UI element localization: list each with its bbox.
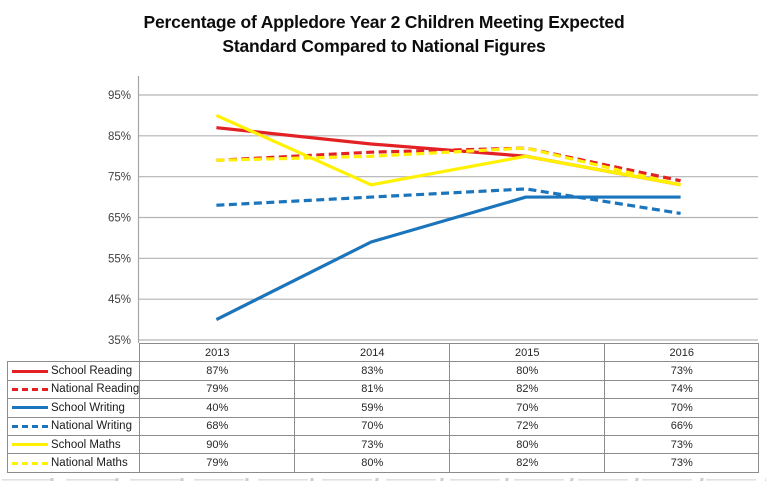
table-body: School Reading 87% 83% 80% 73% National Readi…: [6, 361, 760, 473]
table-header-row: 2013 2014 2015 2016: [8, 342, 760, 363]
legend-cell-national-writing: National Writing: [6, 416, 141, 436]
table-row: National Maths 79% 80% 82% 73%: [6, 453, 760, 473]
value-cell: 81%: [294, 379, 451, 400]
value-cell: 82%: [449, 379, 606, 400]
value-cell: 79%: [139, 453, 296, 473]
year-header-2013: 2013: [139, 342, 296, 363]
legend-line-swatch: [12, 369, 48, 373]
year-header-2015: 2015: [449, 342, 606, 363]
series-line-school-maths: [215, 113, 681, 187]
value-cell: 90%: [139, 434, 296, 455]
legend-cell-school-reading: School Reading: [6, 361, 141, 381]
table-header: 2013 2014 2015 2016: [8, 342, 760, 363]
y-tick-label-45: 45%: [108, 294, 131, 306]
value-cell: 40%: [139, 398, 296, 418]
y-tick-label-55: 55%: [108, 253, 131, 265]
legend-line-swatch: [12, 461, 48, 465]
value-cell: 73%: [604, 453, 760, 473]
legend-label: National Maths: [51, 457, 128, 470]
series-line-school-writing: [215, 195, 681, 322]
value-cell: 73%: [604, 361, 760, 381]
value-cell: 82%: [449, 453, 606, 473]
y-tick-label-65: 65%: [108, 213, 131, 225]
series-line-national-reading: [216, 146, 681, 183]
y-tick-label-35: 35%: [108, 335, 131, 347]
legend-cell-national-reading: National Reading: [6, 379, 141, 400]
value-cell: 73%: [294, 434, 451, 455]
legend-line-swatch: [12, 443, 48, 447]
value-cell: 83%: [294, 361, 451, 381]
value-cell: 70%: [449, 398, 606, 418]
series-line-national-writing: [216, 187, 681, 215]
legend-label: School Reading: [51, 365, 133, 378]
value-cell: 68%: [139, 416, 296, 436]
table-row: School Writing 40% 59% 70% 70%: [6, 398, 760, 418]
table-corner-cell: [8, 344, 140, 362]
value-cell: 72%: [449, 416, 606, 436]
value-cell: 80%: [449, 434, 606, 455]
legend-line-swatch: [12, 387, 48, 391]
value-cell: 70%: [294, 416, 451, 436]
year-header-2016: 2016: [604, 342, 760, 363]
legend-cell-national-maths: National Maths: [6, 453, 141, 473]
chart-title: Percentage of Appledore Year 2 Children …: [0, 10, 768, 58]
y-tick-label-85: 85%: [108, 131, 131, 143]
y-tick-label-95: 95%: [108, 90, 131, 102]
legend-label: National Writing: [51, 420, 132, 433]
value-cell: 70%: [604, 398, 760, 418]
data-table: 2013 2014 2015 2016 School Reading 87% 83% 80%…: [6, 342, 760, 473]
value-cell: 80%: [449, 361, 606, 381]
value-cell: 66%: [604, 416, 760, 436]
value-cell: 79%: [139, 379, 296, 400]
chart-title-line2: Standard Compared to National Figures: [222, 36, 546, 56]
legend-label: School Maths: [51, 438, 121, 451]
cropped-edge-artifact: [2, 478, 766, 481]
line-chart: 35% 45% 55% 65% 75% 85% 95%: [108, 76, 758, 347]
value-cell: 87%: [139, 361, 296, 381]
legend-cell-school-writing: School Writing: [6, 398, 141, 418]
year-header-2014: 2014: [294, 342, 451, 363]
value-cell: 80%: [294, 453, 451, 473]
value-cell: 74%: [604, 379, 760, 400]
y-tick-label-75: 75%: [108, 172, 131, 184]
legend-label: National Reading: [51, 383, 140, 396]
legend-cell-school-maths: School Maths: [6, 434, 141, 455]
series-line-national-maths: [216, 146, 681, 187]
table-row: National Reading 79% 81% 82% 74%: [6, 379, 760, 400]
table-row: School Reading 87% 83% 80% 73%: [6, 361, 760, 381]
value-cell: 73%: [604, 434, 760, 455]
legend-label: School Writing: [51, 401, 125, 414]
value-cell: 59%: [294, 398, 451, 418]
legend-line-swatch: [12, 406, 48, 410]
chart-title-line1: Percentage of Appledore Year 2 Children …: [143, 12, 625, 32]
table-row: School Maths 90% 73% 80% 73%: [6, 434, 760, 455]
legend-line-swatch: [12, 424, 48, 428]
table-row: National Writing 68% 70% 72% 66%: [6, 416, 760, 436]
